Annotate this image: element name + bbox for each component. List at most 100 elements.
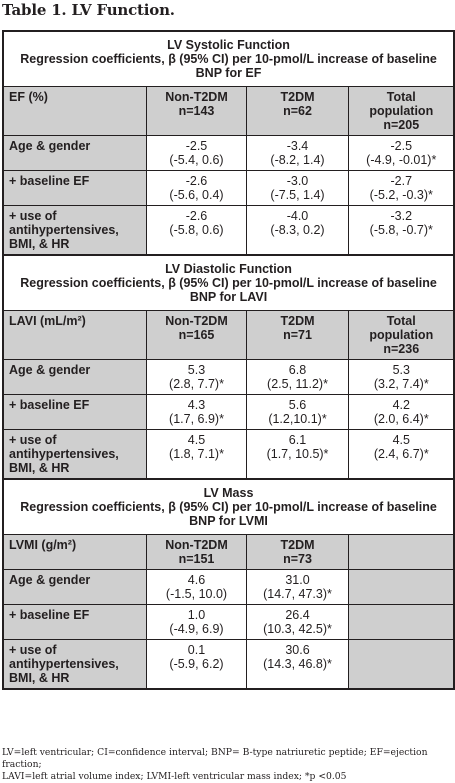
footnote: LV=left ventricular; CI=confidence inter… (2, 747, 453, 783)
coefficient-value: 6.8 (288, 363, 307, 377)
coefficient-value: -4.0 (286, 209, 309, 223)
confidence-interval: (-5.8, -0.7)* (369, 223, 433, 237)
table-cell: -2.6 (-5.8, 0.6) (145, 205, 247, 256)
table-cell: -2.5 (-5.4, 0.6) (145, 135, 247, 171)
table-cell: 31.0 (14.7, 47.3)* (245, 569, 349, 605)
confidence-interval: (1.2,10.1)* (268, 412, 327, 426)
section-heading-cell: LV Diastolic Function Regression coeffici… (2, 254, 455, 311)
confidence-interval: (-7.5, 1.4) (270, 188, 325, 202)
coefficient-value: -2.6 (185, 174, 208, 188)
table-row: + baseline EF 4.3 (1.7, 6.9)* 5.6 (1.2,10.1)… (2, 394, 455, 430)
column-header-row: EF (%) Non-T2DM n=143 T2DM n=62 Total populati… (2, 86, 455, 136)
confidence-interval: (-8.2, 1.4) (270, 153, 325, 167)
confidence-interval: (-8.3, 0.2) (270, 223, 325, 237)
coefficient-value: 6.1 (288, 433, 307, 447)
table-cell: -2.7 (-5.2, -0.3)* (347, 170, 455, 206)
table-cell: 6.8 (2.5, 11.2)* (245, 359, 349, 395)
column-header-line: T2DM (280, 90, 315, 104)
table-row: Age & gender 4.6 (-1.5, 10.0) 31.0 (14.7, 47… (2, 569, 455, 605)
footnote-line: LV=left ventricular; CI=confidence inter… (2, 747, 428, 770)
coefficient-value: 4.2 (392, 398, 410, 412)
column-header-line: population (369, 328, 434, 342)
footnote-line: LAVI=left atrial volume index; LVMI-left… (2, 771, 347, 782)
confidence-interval: (-1.5, 10.0) (165, 587, 228, 601)
row-header-label: LAVI (mL/m²) (2, 310, 147, 360)
column-header (347, 534, 455, 570)
confidence-interval: (1.8, 7.1)* (169, 447, 224, 461)
table-row: + baseline EF 1.0 (-4.9, 6.9) 26.4 (10.3, 42… (2, 604, 455, 640)
table-cell (347, 639, 455, 690)
table-cell: 4.3 (1.7, 6.9)* (145, 394, 247, 430)
coefficient-value: 4.3 (187, 398, 206, 412)
row-label: + baseline EF (2, 170, 147, 206)
table-cell: 5.3 (2.8, 7.7)* (145, 359, 247, 395)
section-heading-row: LV Diastolic Function Regression coeffici… (2, 254, 455, 311)
column-header: T2DM n=62 (245, 86, 349, 136)
row-label: Age & gender (2, 359, 147, 395)
coefficient-value: 5.3 (187, 363, 206, 377)
row-label: + use of antihypertensives, BMI, & HR (2, 639, 147, 690)
coefficient-value: 4.6 (187, 573, 206, 587)
table-row: + use of antihypertensives, BMI, & HR 0.1… (2, 639, 455, 690)
confidence-interval: (1.7, 6.9)* (169, 412, 224, 426)
section-subheading: Regression coefficients, β (95% CI) per … (20, 276, 437, 304)
row-header-label: EF (%) (2, 86, 147, 136)
table-cell: 4.2 (2.0, 6.4)* (347, 394, 455, 430)
table-cell (347, 604, 455, 640)
coefficient-value: -2.5 (185, 139, 208, 153)
confidence-interval: (3.2, 7.4)* (373, 377, 429, 391)
coefficient-value: 31.0 (285, 573, 310, 587)
coefficient-value: -3.2 (390, 209, 413, 223)
table-row: + use of antihypertensives, BMI, & HR -2.… (2, 205, 455, 256)
table-cell: -4.0 (-8.3, 0.2) (245, 205, 349, 256)
row-label: + use of antihypertensives, BMI, & HR (2, 205, 147, 256)
confidence-interval: (-5.4, 0.6) (169, 153, 224, 167)
column-header-row: LVMI (g/m²) Non-T2DM n=151 T2DM n=73 (2, 534, 455, 570)
column-header-line: T2DM (280, 538, 315, 552)
table-row: Age & gender 5.3 (2.8, 7.7)* 6.8 (2.5, 11.2)… (2, 359, 455, 395)
coefficient-value: 30.6 (285, 643, 310, 657)
coefficient-value: 26.4 (285, 608, 310, 622)
coefficient-value: -2.6 (185, 209, 208, 223)
column-header-line: n=205 (383, 118, 420, 132)
coefficient-value: -2.5 (390, 139, 413, 153)
coefficient-value: 4.5 (187, 433, 206, 447)
lv-function-table: LV Systolic Function Regression coefficie… (2, 30, 455, 690)
table-row: Age & gender -2.5 (-5.4, 0.6) -3.4 (-8.2, 1.… (2, 135, 455, 171)
column-header-line: n=71 (283, 328, 312, 342)
column-header-line: Total (386, 314, 416, 328)
coefficient-value: 5.3 (392, 363, 410, 377)
section-subheading: Regression coefficients, β (95% CI) per … (20, 52, 437, 80)
table-row: + baseline EF -2.6 (-5.6, 0.4) -3.0 (-7.5, 1… (2, 170, 455, 206)
table-cell: -3.0 (-7.5, 1.4) (245, 170, 349, 206)
column-header: Non-T2DM n=165 (145, 310, 247, 360)
section-heading: LV Mass (203, 486, 254, 500)
column-header: Non-T2DM n=143 (145, 86, 247, 136)
column-header: Non-T2DM n=151 (145, 534, 247, 570)
column-header-line: Total (386, 90, 416, 104)
confidence-interval: (-5.6, 0.4) (169, 188, 224, 202)
table-cell: 0.1 (-5.9, 6.2) (145, 639, 247, 690)
column-header-line: n=236 (383, 342, 420, 356)
column-header-line: n=165 (178, 328, 215, 342)
column-header-line: n=62 (283, 104, 312, 118)
row-label: Age & gender (2, 135, 147, 171)
confidence-interval: (14.3, 46.8)* (263, 657, 332, 671)
column-header-row: LAVI (mL/m²) Non-T2DM n=165 T2DM n=71 Total po… (2, 310, 455, 360)
column-header-line: n=143 (178, 104, 215, 118)
table-title: Table 1. LV Function. (2, 1, 175, 19)
confidence-interval: (1.7, 10.5)* (266, 447, 329, 461)
coefficient-value: -3.4 (286, 139, 309, 153)
column-header-line: Non-T2DM (165, 90, 228, 104)
coefficient-value: -3.0 (286, 174, 309, 188)
coefficient-value: 5.6 (288, 398, 307, 412)
coefficient-value: -2.7 (390, 174, 413, 188)
column-header-line: Non-T2DM (165, 538, 228, 552)
table-cell: 5.6 (1.2,10.1)* (245, 394, 349, 430)
table-cell (347, 569, 455, 605)
section-heading-cell: LV Systolic Function Regression coefficie… (2, 30, 455, 87)
confidence-interval: (-4.9, 6.9) (169, 622, 224, 636)
table-cell: 4.5 (2.4, 6.7)* (347, 429, 455, 480)
confidence-interval: (2.0, 6.4)* (373, 412, 429, 426)
column-header-line: population (369, 104, 434, 118)
